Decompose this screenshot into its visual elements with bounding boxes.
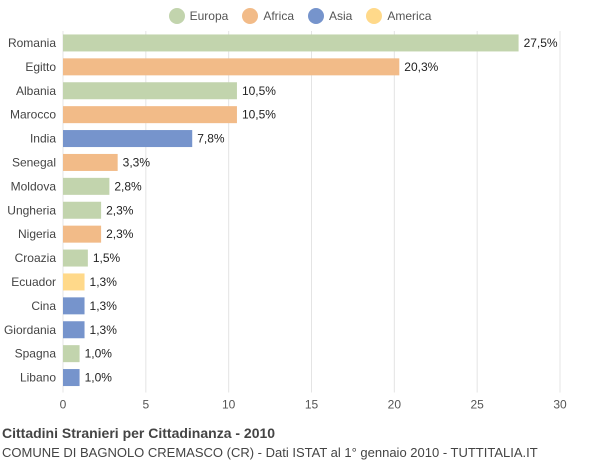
category-label: Spagna [15,347,57,361]
legend-label: Europa [189,9,229,23]
category-label: Nigeria [18,227,56,241]
data-label: 2,3% [106,203,134,217]
category-label: Marocco [10,108,56,122]
bar [63,153,118,171]
legend-item-america: America [366,8,431,24]
category-label: Croazia [15,251,57,265]
data-label: 7,8% [197,132,225,146]
x-tick-label: 10 [222,398,236,412]
bar [63,177,110,195]
legend-item-europa: Europa [168,8,229,24]
data-label: 1,3% [90,323,118,337]
bar [63,249,88,267]
bar [63,273,85,291]
category-label: Libano [20,371,56,385]
data-label: 1,0% [85,347,113,361]
legend-swatch-icon [308,8,325,24]
bar [63,297,85,315]
bar [63,201,102,219]
data-label: 10,5% [242,108,276,122]
data-label: 20,3% [404,60,438,74]
bar [63,321,85,339]
x-tick-label: 25 [470,398,484,412]
data-label: 2,3% [106,227,134,241]
data-label: 27,5% [524,36,558,50]
data-label: 10,5% [242,84,276,98]
bar [63,369,80,387]
legend-swatch-icon [168,8,185,24]
bar [63,34,519,52]
legend-swatch-icon [366,8,383,24]
data-label: 1,5% [93,251,121,265]
category-label: Senegal [12,155,56,169]
bar [63,225,102,243]
category-label: Ecuador [11,275,56,289]
legend-label: Africa [263,9,295,23]
data-label: 3,3% [123,155,151,169]
category-label: Romania [8,36,56,50]
bar [63,130,193,148]
category-label: India [30,132,56,146]
legend-label: America [387,9,432,23]
chart-title: Cittadini Stranieri per Cittadinanza - 2… [2,425,276,441]
legend-item-asia: Asia [308,8,352,24]
data-label: 1,3% [90,275,118,289]
chart-subtitle: COMUNE DI BAGNOLO CREMASCO (CR) - Dati I… [2,445,538,460]
legend-label: Asia [329,9,353,23]
data-label: 2,8% [114,179,142,193]
x-tick-label: 15 [305,398,319,412]
category-label: Giordania [4,323,56,337]
category-label: Egitto [25,60,56,74]
x-tick-label: 5 [142,398,149,412]
legend-item-africa: Africa [242,8,294,24]
category-label: Moldova [11,179,57,193]
category-label: Ungheria [7,203,56,217]
bar [63,345,80,363]
bar [63,82,237,100]
x-tick-label: 0 [60,398,67,412]
data-label: 1,0% [85,371,113,385]
data-label: 1,3% [90,299,118,313]
chart-legend: Europa Africa Asia America [0,6,600,26]
bar [63,58,400,76]
bar-chart: 0 5 10 15 20 25 30 Romania 27,5% Egitto 20,3% Alban… [4,31,567,412]
x-tick-label: 30 [553,398,567,412]
bar [63,106,237,124]
x-tick-label: 20 [388,398,402,412]
legend-swatch-icon [242,8,259,24]
category-label: Cina [31,299,56,313]
category-label: Albania [16,84,56,98]
